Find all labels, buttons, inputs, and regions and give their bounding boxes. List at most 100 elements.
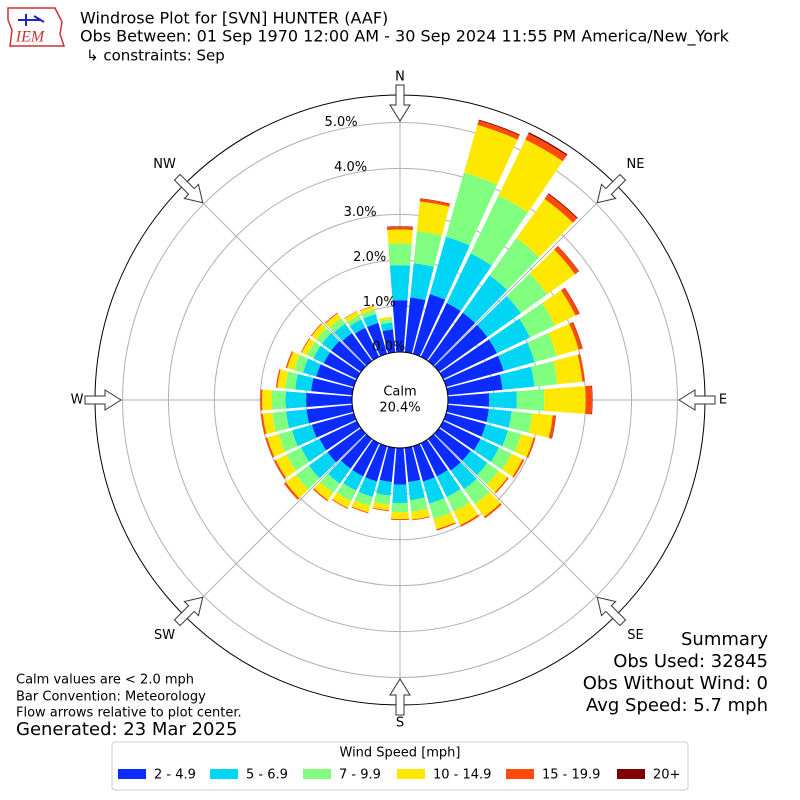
bar-segment <box>311 412 357 438</box>
note: Bar Convention: Meteorology <box>16 690 206 705</box>
x-tick-label: W <box>71 393 84 408</box>
bar-segment <box>585 385 593 415</box>
bar-segment <box>543 386 586 414</box>
bar-segment <box>404 446 421 483</box>
bar-segment <box>311 323 327 340</box>
bar-segment <box>373 493 391 505</box>
summary: Avg Speed: 5.7 mph <box>586 695 768 716</box>
bar-segment <box>294 354 309 373</box>
bar-segment <box>446 253 492 312</box>
bar-segment <box>564 287 580 314</box>
bar-segment <box>502 453 523 477</box>
bar-segment <box>354 491 373 506</box>
bar-segment <box>306 404 354 424</box>
grid-spoke <box>183 183 367 367</box>
chart-title: Windrose Plot for [SVN] HUNTER (AAF) <box>80 9 388 28</box>
bar-segment <box>285 391 307 409</box>
y-tick-label: 5.0% <box>325 115 358 130</box>
bar-segment <box>386 226 414 228</box>
bar-segment <box>392 484 408 504</box>
note: Calm values are < 2.0 mph <box>16 673 194 688</box>
bar-segment <box>528 413 553 438</box>
bar-segment <box>308 452 337 479</box>
x-tick-label: E <box>719 393 727 408</box>
bar-segment <box>411 516 430 521</box>
bar-segment <box>291 424 317 447</box>
bar-segment <box>434 324 488 372</box>
bar-segment <box>514 434 534 458</box>
bar-segment <box>262 389 273 411</box>
x-tick-label: NW <box>153 157 176 172</box>
bar-segment <box>286 409 310 429</box>
compass-arrow <box>173 173 204 204</box>
bar-segment <box>531 360 558 387</box>
bar-segment <box>367 322 388 357</box>
bar-segment <box>446 488 470 512</box>
bar-segment <box>477 462 499 485</box>
bar-segment <box>260 389 263 411</box>
compass-arrow <box>596 173 627 204</box>
bar-segment <box>526 437 536 458</box>
bar-segment <box>267 434 286 457</box>
bar-segment <box>347 315 362 327</box>
bar-segment <box>278 430 298 452</box>
bar-segment <box>391 502 409 513</box>
y-tick-label: 0.0% <box>372 340 405 355</box>
bar-segment <box>547 193 578 219</box>
x-tick-label: N <box>395 70 405 85</box>
bar-segment <box>420 439 448 477</box>
bar-segment <box>502 430 522 452</box>
bar-segment <box>473 438 500 462</box>
bar-segment <box>329 318 346 333</box>
bar-segment <box>490 447 512 470</box>
bar-segment <box>422 477 445 504</box>
compass-arrow <box>678 389 716 411</box>
legend-swatch <box>506 769 534 779</box>
bar-segment <box>331 340 366 372</box>
y-tick-label: 4.0% <box>334 160 367 175</box>
bar-segment <box>429 236 470 300</box>
bar-segment <box>389 265 411 301</box>
bar-segment <box>519 303 555 338</box>
bar-segment <box>285 474 309 499</box>
bar-segment <box>439 420 481 451</box>
bar-segment <box>481 424 509 447</box>
bar-segment <box>436 522 456 531</box>
bar-segment <box>460 514 480 527</box>
bar-segment <box>516 198 573 258</box>
compass-arrow <box>596 596 627 627</box>
bar-segment <box>265 437 275 458</box>
grid-spoke <box>433 433 617 617</box>
bar-segment <box>327 428 366 463</box>
bar-segment <box>285 351 294 369</box>
bar-segment <box>443 412 486 437</box>
bar-segment <box>551 415 556 439</box>
bar-segment <box>548 415 556 439</box>
bar-segment <box>271 390 286 410</box>
grid-spoke <box>183 433 367 617</box>
bar-segment <box>560 287 580 316</box>
bar-segment <box>312 488 329 502</box>
bar-segment <box>404 297 426 354</box>
bar-segment <box>554 246 579 275</box>
bar-segment <box>413 231 442 267</box>
summary: Obs Used: 32845 <box>613 651 768 672</box>
bar-segment <box>411 508 430 520</box>
bar-segment <box>342 333 372 366</box>
note: Flow arrows relative to plot center. <box>16 706 242 721</box>
bar-segment <box>445 172 498 246</box>
bar-segment <box>313 345 331 364</box>
bar-segment <box>486 408 512 428</box>
bar-segment <box>569 322 583 350</box>
bar-segment <box>436 469 461 498</box>
bar-segment <box>393 447 407 485</box>
bar-segment <box>286 447 310 472</box>
bar-segment <box>462 450 488 476</box>
bar-segment <box>325 313 342 328</box>
bar-segment <box>527 333 557 363</box>
bar-segment <box>462 275 508 323</box>
bar-segment <box>340 434 372 469</box>
bar-segment <box>429 498 451 520</box>
bar-segment <box>334 323 352 342</box>
